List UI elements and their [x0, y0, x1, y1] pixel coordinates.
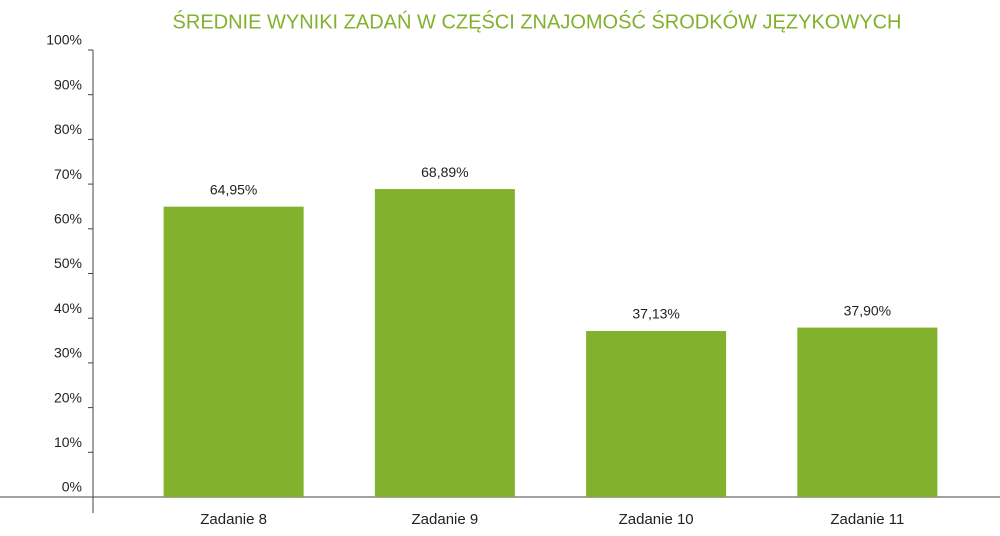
y-tick-label: 50% — [54, 255, 82, 271]
y-tick-label: 10% — [54, 434, 82, 450]
y-tick-label: 60% — [54, 211, 82, 227]
y-tick-label: 20% — [54, 389, 82, 405]
y-tick-label: 0% — [62, 479, 82, 495]
y-tick-label: 80% — [54, 121, 82, 137]
y-tick-label: 100% — [46, 32, 82, 48]
value-label: 68,89% — [421, 164, 468, 180]
bar — [374, 189, 515, 497]
y-tick-label: 90% — [54, 76, 82, 92]
x-tick-label: Zadanie 8 — [200, 511, 267, 528]
y-tick-label: 30% — [54, 345, 82, 361]
value-label: 64,95% — [210, 181, 257, 197]
value-label: 37,13% — [632, 306, 679, 322]
y-tick-label: 40% — [54, 300, 82, 316]
x-tick-label: Zadanie 9 — [412, 511, 479, 528]
x-tick-label: Zadanie 11 — [830, 511, 904, 528]
bar — [163, 206, 304, 497]
bar — [586, 331, 727, 497]
x-tick-label: Zadanie 10 — [619, 511, 694, 528]
y-tick-label: 70% — [54, 166, 82, 182]
value-label: 37,90% — [844, 302, 891, 318]
chart-title: ŚREDNIE WYNIKI ZADAŃ W CZĘŚCI ZNAJOMOŚĆ … — [173, 9, 902, 33]
bar — [797, 327, 938, 497]
